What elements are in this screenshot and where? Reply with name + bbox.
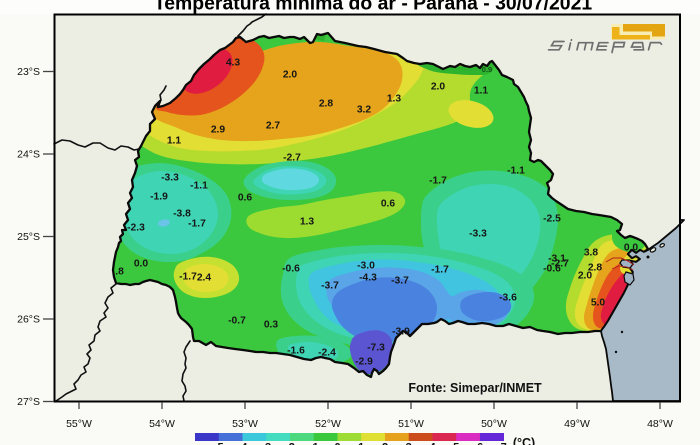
svg-text:-3.9: -3.9 bbox=[392, 327, 410, 338]
svg-text:-1.7: -1.7 bbox=[179, 272, 197, 283]
svg-text:54°W: 54°W bbox=[149, 418, 175, 430]
svg-text:2.8: 2.8 bbox=[588, 263, 603, 274]
svg-text:1.3: 1.3 bbox=[387, 94, 402, 105]
svg-text:50°W: 50°W bbox=[481, 418, 507, 430]
svg-text:2.7: 2.7 bbox=[266, 121, 281, 132]
svg-text:Fonte: Simepar/INMET: Fonte: Simepar/INMET bbox=[408, 381, 542, 395]
svg-text:-2.3: -2.3 bbox=[127, 223, 145, 234]
svg-text:2.0: 2.0 bbox=[578, 271, 593, 282]
svg-text:2.9: 2.9 bbox=[211, 125, 226, 136]
svg-text:-2.7: -2.7 bbox=[551, 259, 569, 270]
svg-text:49°W: 49°W bbox=[564, 418, 590, 430]
svg-text:0.6: 0.6 bbox=[381, 199, 396, 210]
svg-text:0.3: 0.3 bbox=[264, 320, 279, 331]
svg-text:2.0: 2.0 bbox=[283, 70, 298, 81]
svg-text:-2: -2 bbox=[285, 441, 295, 445]
svg-text:-0.6: -0.6 bbox=[282, 264, 300, 275]
svg-text:24°S: 24°S bbox=[17, 149, 40, 161]
svg-text:-7.3: -7.3 bbox=[367, 343, 385, 354]
svg-text:-1.6: -1.6 bbox=[287, 346, 305, 357]
svg-text:(°C): (°C) bbox=[513, 436, 535, 445]
svg-text:23°S: 23°S bbox=[17, 66, 40, 78]
svg-text:3.8: 3.8 bbox=[584, 248, 599, 259]
svg-text:-3: -3 bbox=[261, 441, 271, 445]
svg-text:0.0: 0.0 bbox=[134, 259, 149, 270]
svg-text:-5: -5 bbox=[214, 441, 224, 445]
svg-text:3.2: 3.2 bbox=[357, 105, 372, 116]
svg-text:53°W: 53°W bbox=[232, 418, 258, 430]
svg-text:-3.0: -3.0 bbox=[357, 261, 375, 272]
svg-text:4: 4 bbox=[429, 441, 436, 445]
svg-text:5.0: 5.0 bbox=[591, 298, 606, 309]
svg-text:Temperatura mínima do ar - Par: Temperatura mínima do ar - Paraná - 30/0… bbox=[154, 0, 592, 15]
svg-text:-4.3: -4.3 bbox=[359, 273, 377, 284]
svg-text:1: 1 bbox=[358, 441, 364, 445]
svg-text:2.8: 2.8 bbox=[319, 99, 334, 110]
svg-text:-3.1: -3.1 bbox=[548, 254, 566, 265]
svg-text:-1.7: -1.7 bbox=[431, 265, 449, 276]
svg-text:51°W: 51°W bbox=[398, 418, 424, 430]
svg-text:-3.3: -3.3 bbox=[161, 173, 179, 184]
svg-text:-3.7: -3.7 bbox=[391, 276, 409, 287]
svg-text:-1.7: -1.7 bbox=[188, 219, 206, 230]
svg-text:52°W: 52°W bbox=[315, 418, 341, 430]
svg-text:-1.9: -1.9 bbox=[150, 192, 168, 203]
svg-text:-3.7: -3.7 bbox=[321, 281, 339, 292]
svg-text:0.0: 0.0 bbox=[624, 243, 639, 254]
svg-text:0.9: 0.9 bbox=[482, 65, 492, 74]
svg-text:-1: -1 bbox=[309, 441, 319, 445]
svg-text:1.1: 1.1 bbox=[474, 86, 489, 97]
svg-text:7: 7 bbox=[501, 441, 507, 445]
svg-text:1.1: 1.1 bbox=[167, 136, 182, 147]
svg-text:.8: .8 bbox=[115, 267, 124, 278]
svg-text:0.6: 0.6 bbox=[238, 193, 253, 204]
svg-text:27°S: 27°S bbox=[17, 396, 40, 408]
svg-text:-4: -4 bbox=[238, 441, 249, 445]
svg-text:-2.4: -2.4 bbox=[318, 348, 336, 359]
svg-text:-2.7: -2.7 bbox=[283, 153, 301, 164]
svg-text:-2.5: -2.5 bbox=[543, 214, 561, 225]
svg-text:2.4: 2.4 bbox=[197, 273, 212, 284]
svg-text:-1.1: -1.1 bbox=[507, 166, 525, 177]
svg-text:2.0: 2.0 bbox=[431, 82, 446, 93]
svg-text:-1.1: -1.1 bbox=[190, 181, 208, 192]
svg-text:3: 3 bbox=[406, 441, 412, 445]
svg-text:55°W: 55°W bbox=[66, 418, 92, 430]
svg-text:-2.9: -2.9 bbox=[355, 357, 373, 368]
svg-text:5: 5 bbox=[453, 441, 459, 445]
svg-text:6: 6 bbox=[477, 441, 483, 445]
svg-text:-0.7: -0.7 bbox=[228, 316, 246, 327]
svg-text:4.3: 4.3 bbox=[226, 58, 241, 69]
svg-text:0: 0 bbox=[334, 441, 340, 445]
svg-text:1.3: 1.3 bbox=[300, 217, 315, 228]
svg-text:-3.8: -3.8 bbox=[173, 209, 191, 220]
svg-text:26°S: 26°S bbox=[17, 314, 40, 326]
svg-text:-1.7: -1.7 bbox=[429, 176, 447, 187]
svg-text:48°W: 48°W bbox=[647, 418, 673, 430]
svg-text:-3.6: -3.6 bbox=[499, 293, 517, 304]
svg-text:2: 2 bbox=[382, 441, 388, 445]
svg-text:25°S: 25°S bbox=[17, 231, 40, 243]
svg-text:-0.6: -0.6 bbox=[543, 264, 561, 275]
svg-text:-3.3: -3.3 bbox=[469, 229, 487, 240]
